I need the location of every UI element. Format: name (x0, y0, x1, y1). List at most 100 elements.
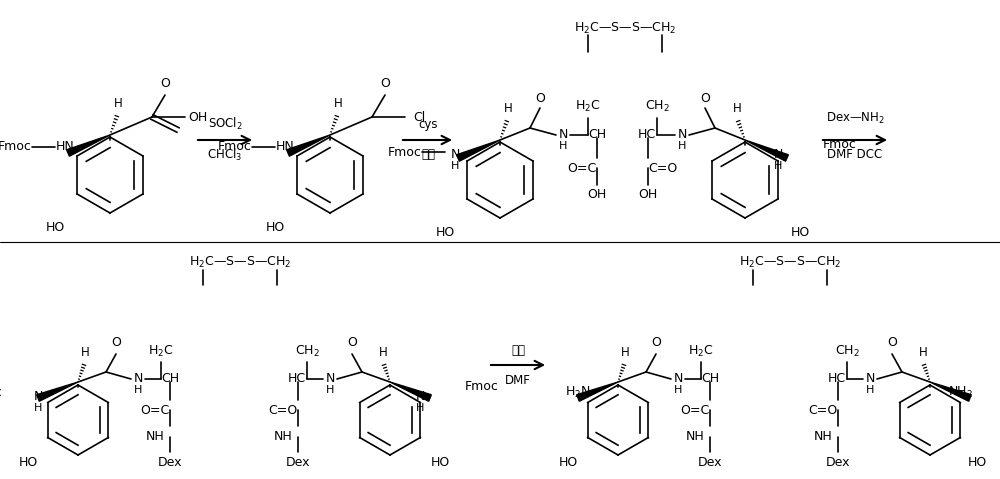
Text: H: H (774, 161, 782, 171)
Text: N: N (325, 373, 335, 386)
Text: H: H (379, 345, 387, 358)
Text: O=C: O=C (140, 403, 170, 417)
Text: O: O (887, 337, 897, 350)
Text: DMF DCC: DMF DCC (827, 148, 883, 161)
Text: C=O: C=O (648, 161, 678, 174)
Polygon shape (37, 382, 78, 401)
Polygon shape (287, 135, 330, 156)
Text: N: N (415, 390, 425, 403)
Text: HC: HC (288, 373, 306, 386)
Text: Dex: Dex (158, 456, 182, 468)
Text: O: O (160, 77, 170, 90)
Text: H: H (326, 385, 334, 395)
Text: cys: cys (418, 117, 438, 130)
Polygon shape (577, 382, 618, 401)
Text: NH$_2$: NH$_2$ (948, 385, 972, 399)
Text: Dex—NH$_2$: Dex—NH$_2$ (826, 111, 884, 125)
Text: CH: CH (161, 373, 179, 386)
Text: OH: OH (638, 187, 658, 201)
Text: HO: HO (430, 456, 450, 468)
Text: Fmoc: Fmoc (823, 138, 857, 151)
Text: C=O: C=O (808, 403, 838, 417)
Text: N: N (865, 373, 875, 386)
Text: HC: HC (638, 128, 656, 141)
Text: O: O (651, 337, 661, 350)
Text: HO: HO (45, 220, 65, 233)
Text: H: H (919, 345, 927, 358)
Text: HO: HO (435, 226, 455, 239)
Text: O=C: O=C (680, 403, 710, 417)
Text: HN: HN (276, 140, 294, 153)
Text: Fmoc: Fmoc (218, 140, 252, 153)
Polygon shape (745, 140, 788, 161)
Text: O: O (700, 91, 710, 104)
Text: HN: HN (56, 140, 74, 153)
Text: H$_2$C: H$_2$C (148, 343, 174, 359)
Text: NH: NH (686, 430, 704, 443)
Text: O: O (380, 77, 390, 90)
Text: C=O: C=O (268, 403, 298, 417)
Text: CH: CH (701, 373, 719, 386)
Text: HO: HO (265, 220, 285, 233)
Text: HC: HC (828, 373, 846, 386)
Text: N: N (33, 390, 43, 403)
Text: H: H (866, 385, 874, 395)
Text: H$_2$C—S—S—CH$_2$: H$_2$C—S—S—CH$_2$ (739, 254, 841, 270)
Text: SOCl$_2$: SOCl$_2$ (208, 116, 242, 132)
Text: H$_2$C—S—S—CH$_2$: H$_2$C—S—S—CH$_2$ (189, 254, 291, 270)
Text: Dex: Dex (698, 456, 722, 468)
Text: N: N (677, 128, 687, 141)
Text: H: H (733, 102, 741, 114)
Text: O=C: O=C (567, 161, 597, 174)
Text: H: H (621, 345, 629, 358)
Text: CHCl$_3$: CHCl$_3$ (207, 147, 243, 163)
Text: H: H (504, 102, 512, 114)
Text: H$_2$N: H$_2$N (565, 385, 591, 399)
Text: Fmoc: Fmoc (0, 140, 32, 153)
Polygon shape (390, 382, 431, 401)
Text: OH: OH (188, 111, 208, 124)
Text: Fmoc: Fmoc (0, 386, 3, 399)
Text: CH$_2$: CH$_2$ (295, 343, 319, 359)
Text: H: H (451, 161, 459, 171)
Text: OH: OH (587, 187, 607, 201)
Text: N: N (773, 148, 783, 161)
Text: 吡啶: 吡啶 (511, 343, 525, 356)
Text: H: H (334, 96, 342, 110)
Polygon shape (930, 382, 971, 401)
Text: H: H (114, 96, 122, 110)
Text: H: H (416, 403, 424, 413)
Text: CH$_2$: CH$_2$ (835, 343, 859, 359)
Text: NH: NH (146, 430, 164, 443)
Text: CH: CH (588, 128, 606, 141)
Text: H$_2$C—S—S—CH$_2$: H$_2$C—S—S—CH$_2$ (574, 21, 676, 35)
Text: 丙酮: 丙酮 (421, 148, 435, 161)
Text: H$_2$C: H$_2$C (575, 99, 601, 114)
Text: O: O (535, 91, 545, 104)
Text: N: N (558, 128, 568, 141)
Text: Dex: Dex (286, 456, 310, 468)
Text: O: O (347, 337, 357, 350)
Text: HO: HO (18, 456, 38, 468)
Text: NH: NH (274, 430, 292, 443)
Text: H: H (134, 385, 142, 395)
Text: N: N (673, 373, 683, 386)
Text: HO: HO (558, 456, 578, 468)
Text: H: H (81, 345, 89, 358)
Text: CH$_2$: CH$_2$ (645, 99, 669, 114)
Text: HO: HO (790, 226, 810, 239)
Polygon shape (67, 135, 110, 156)
Text: DMF: DMF (505, 374, 531, 387)
Text: O: O (111, 337, 121, 350)
Text: Fmoc: Fmoc (465, 380, 499, 394)
Polygon shape (457, 140, 500, 161)
Text: Cl: Cl (413, 111, 425, 124)
Text: N: N (450, 148, 460, 161)
Text: Fmoc: Fmoc (388, 146, 422, 159)
Text: H: H (559, 141, 567, 151)
Text: Dex: Dex (826, 456, 850, 468)
Text: H: H (674, 385, 682, 395)
Text: HO: HO (967, 456, 987, 468)
Text: H$_2$C: H$_2$C (688, 343, 714, 359)
Text: H: H (678, 141, 686, 151)
